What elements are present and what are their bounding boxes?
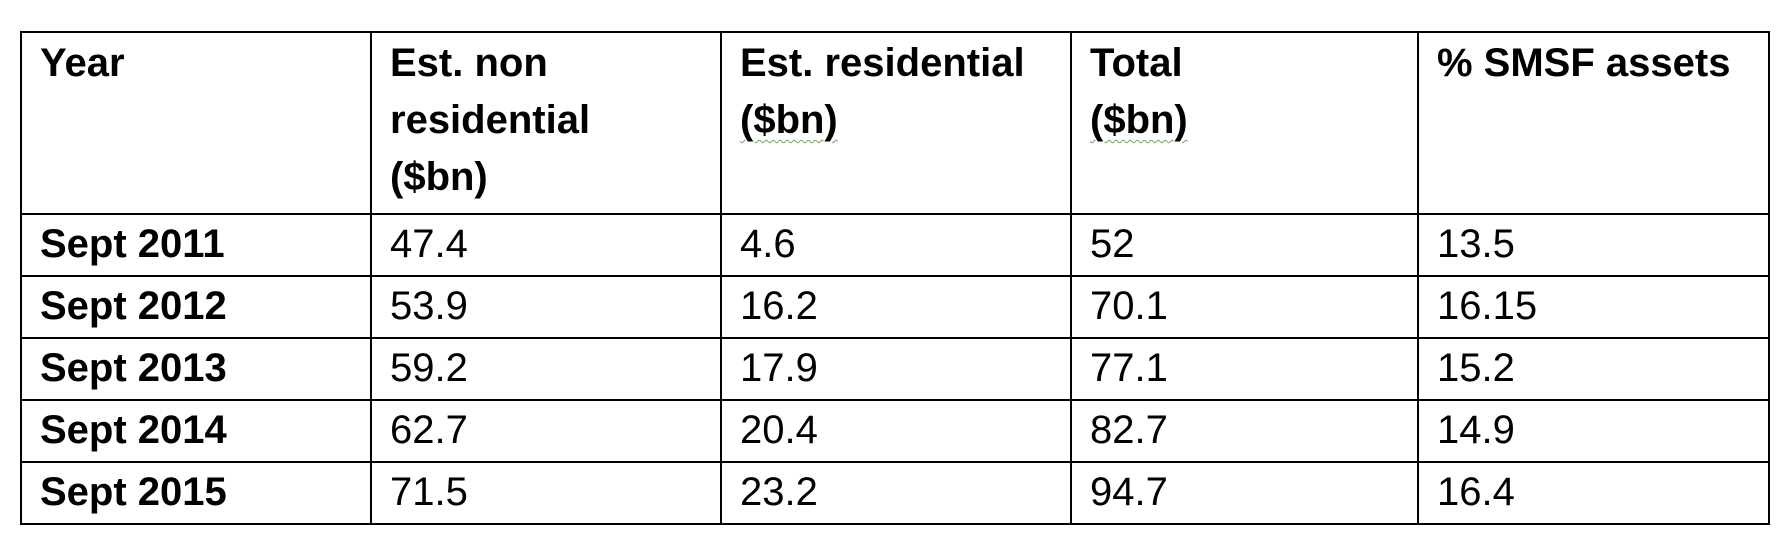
cell-year: Sept 2012 <box>20 275 372 339</box>
header-non-residential-line2: residential <box>390 98 591 142</box>
table-row: Sept 2012 53.9 16.2 70.1 16.15 <box>20 275 1770 339</box>
table-row: Sept 2011 47.4 4.6 52 13.5 <box>20 213 1770 277</box>
cell-smsf-pct: 16.4 <box>1417 461 1770 525</box>
smsf-property-table-container: Year Est. non residential ($bn) Est. res… <box>20 31 1770 525</box>
header-residential-line2: ($bn) <box>740 92 1052 149</box>
cell-residential: 17.9 <box>720 337 1072 401</box>
cell-residential: 16.2 <box>720 275 1072 339</box>
cell-total: 82.7 <box>1070 399 1419 463</box>
header-total: Total ($bn) <box>1070 31 1419 215</box>
header-total-line2: ($bn) <box>1090 92 1399 149</box>
cell-residential: 4.6 <box>720 213 1072 277</box>
cell-year: Sept 2011 <box>20 213 372 277</box>
cell-non-residential: 53.9 <box>370 275 722 339</box>
cell-non-residential: 71.5 <box>370 461 722 525</box>
cell-total: 52 <box>1070 213 1419 277</box>
cell-total: 77.1 <box>1070 337 1419 401</box>
header-year: Year <box>20 31 372 215</box>
cell-non-residential: 62.7 <box>370 399 722 463</box>
table-row: Sept 2014 62.7 20.4 82.7 14.9 <box>20 399 1770 463</box>
header-smsf-assets: % SMSF assets <box>1417 31 1770 215</box>
cell-total: 94.7 <box>1070 461 1419 525</box>
cell-residential: 23.2 <box>720 461 1072 525</box>
header-non-residential: Est. non residential ($bn) <box>370 31 722 215</box>
header-residential-unit: ($bn) <box>740 98 838 142</box>
cell-residential: 20.4 <box>720 399 1072 463</box>
header-smsf-assets-label: % SMSF assets <box>1437 41 1731 85</box>
header-residential: Est. residential ($bn) <box>720 31 1072 215</box>
header-total-unit: ($bn) <box>1090 98 1188 142</box>
header-row: Year Est. non residential ($bn) Est. res… <box>20 31 1770 215</box>
header-residential-line1: Est. residential <box>740 41 1025 85</box>
header-non-residential-line3: ($bn) <box>390 155 488 199</box>
cell-smsf-pct: 13.5 <box>1417 213 1770 277</box>
smsf-property-table: Year Est. non residential ($bn) Est. res… <box>20 31 1770 525</box>
cell-non-residential: 59.2 <box>370 337 722 401</box>
cell-non-residential: 47.4 <box>370 213 722 277</box>
header-year-label: Year <box>40 41 125 85</box>
cell-year: Sept 2014 <box>20 399 372 463</box>
cell-total: 70.1 <box>1070 275 1419 339</box>
cell-year: Sept 2013 <box>20 337 372 401</box>
cell-smsf-pct: 15.2 <box>1417 337 1770 401</box>
header-non-residential-line1: Est. non <box>390 41 548 85</box>
header-total-line1: Total <box>1090 41 1183 85</box>
cell-year: Sept 2015 <box>20 461 372 525</box>
table-row: Sept 2013 59.2 17.9 77.1 15.2 <box>20 337 1770 401</box>
table-row: Sept 2015 71.5 23.2 94.7 16.4 <box>20 461 1770 525</box>
cell-smsf-pct: 16.15 <box>1417 275 1770 339</box>
cell-smsf-pct: 14.9 <box>1417 399 1770 463</box>
